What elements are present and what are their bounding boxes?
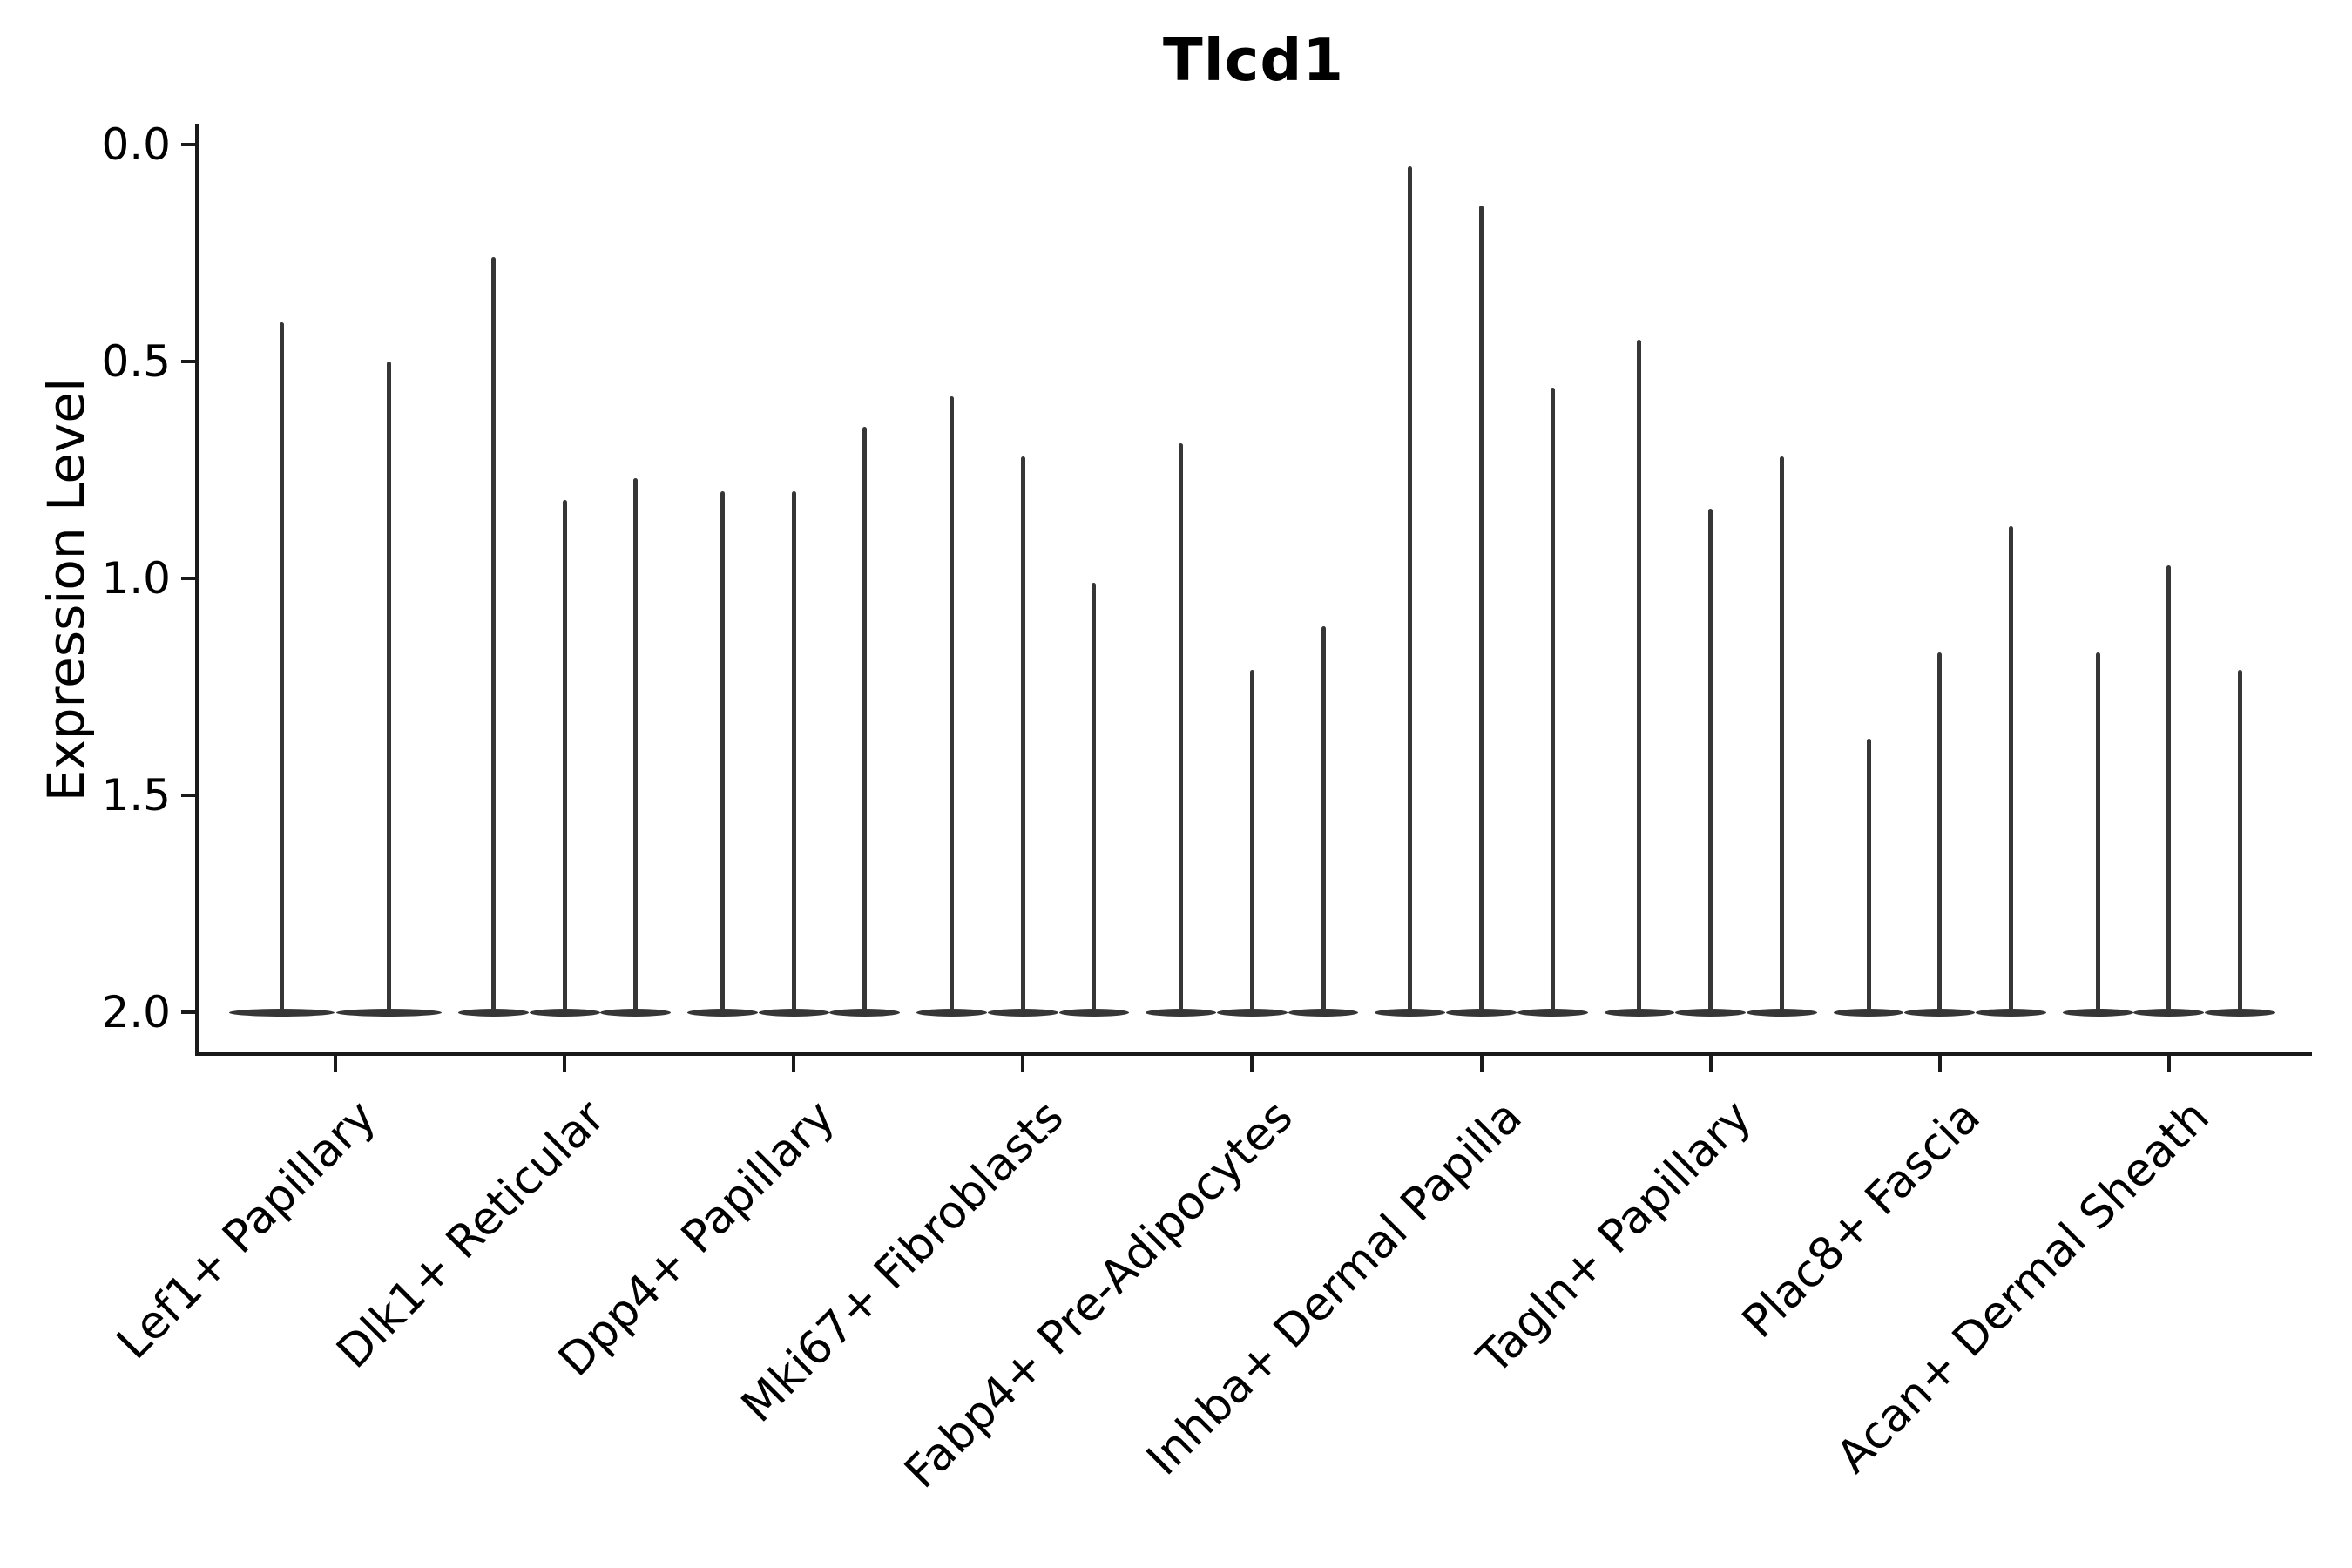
x-tick-mark xyxy=(1937,1056,1942,1072)
x-tick-label: Acan+ Dermal Sheath xyxy=(1827,1091,2220,1484)
violin-spike xyxy=(1092,582,1097,1014)
x-tick-mark xyxy=(2166,1056,2171,1072)
y-axis-label: Expression Level xyxy=(37,377,96,802)
x-tick-mark xyxy=(1479,1056,1484,1072)
violin-spike xyxy=(862,426,868,1014)
y-axis-spine xyxy=(195,124,199,1056)
violin-spike xyxy=(1937,652,1943,1014)
violin-spike xyxy=(1637,339,1642,1014)
y-tick-label: 0.0 xyxy=(101,118,171,170)
violin-spike xyxy=(386,361,391,1014)
violin-spike xyxy=(1550,387,1555,1014)
violin-spike xyxy=(2095,652,2100,1014)
plot-title: Tlcd1 xyxy=(1163,26,1344,94)
violin-spike xyxy=(1479,205,1484,1014)
x-tick-mark xyxy=(563,1056,567,1072)
y-tick-mark xyxy=(181,576,196,580)
violin-spike xyxy=(1708,509,1713,1014)
violin-spike xyxy=(1779,456,1784,1014)
violin-spike xyxy=(791,491,796,1014)
x-tick-label: Plac8+ Fascia xyxy=(1733,1091,1991,1348)
y-tick-mark xyxy=(181,1010,196,1014)
violin-spike xyxy=(1020,456,1025,1014)
violin-spike xyxy=(1321,625,1326,1014)
violin-spike xyxy=(1179,443,1184,1014)
x-tick-mark xyxy=(792,1056,796,1072)
y-tick-label: 1.0 xyxy=(101,552,171,604)
x-tick-label: Fabp4+ Pre-Adipocytes xyxy=(895,1091,1303,1499)
violin-spike xyxy=(1866,739,1871,1014)
violin-spike xyxy=(2166,564,2172,1014)
violin-spike xyxy=(2237,669,2242,1014)
y-tick-mark xyxy=(181,359,196,363)
violin-spike xyxy=(490,257,496,1014)
x-axis-spine xyxy=(195,1052,2312,1056)
y-tick-label: 0.5 xyxy=(101,335,171,387)
x-tick-mark xyxy=(1250,1056,1254,1072)
y-tick-label: 1.5 xyxy=(101,769,171,821)
violin-spike xyxy=(720,491,726,1014)
violin-spike xyxy=(280,322,285,1014)
x-tick-mark xyxy=(1021,1056,1025,1072)
y-tick-mark xyxy=(181,142,196,146)
x-tick-mark xyxy=(1708,1056,1713,1072)
violin-spike xyxy=(633,478,639,1014)
x-tick-mark xyxy=(334,1056,337,1072)
x-tick-label: Inhba+ Dermal Papilla xyxy=(1137,1091,1532,1486)
violin-spike xyxy=(1408,166,1413,1014)
violin-spike xyxy=(2008,526,2013,1014)
violin-spike xyxy=(1249,669,1254,1014)
y-tick-label: 2.0 xyxy=(101,987,171,1037)
y-tick-mark xyxy=(181,793,196,797)
violin-spike xyxy=(950,395,955,1014)
violin-spike xyxy=(562,500,567,1014)
